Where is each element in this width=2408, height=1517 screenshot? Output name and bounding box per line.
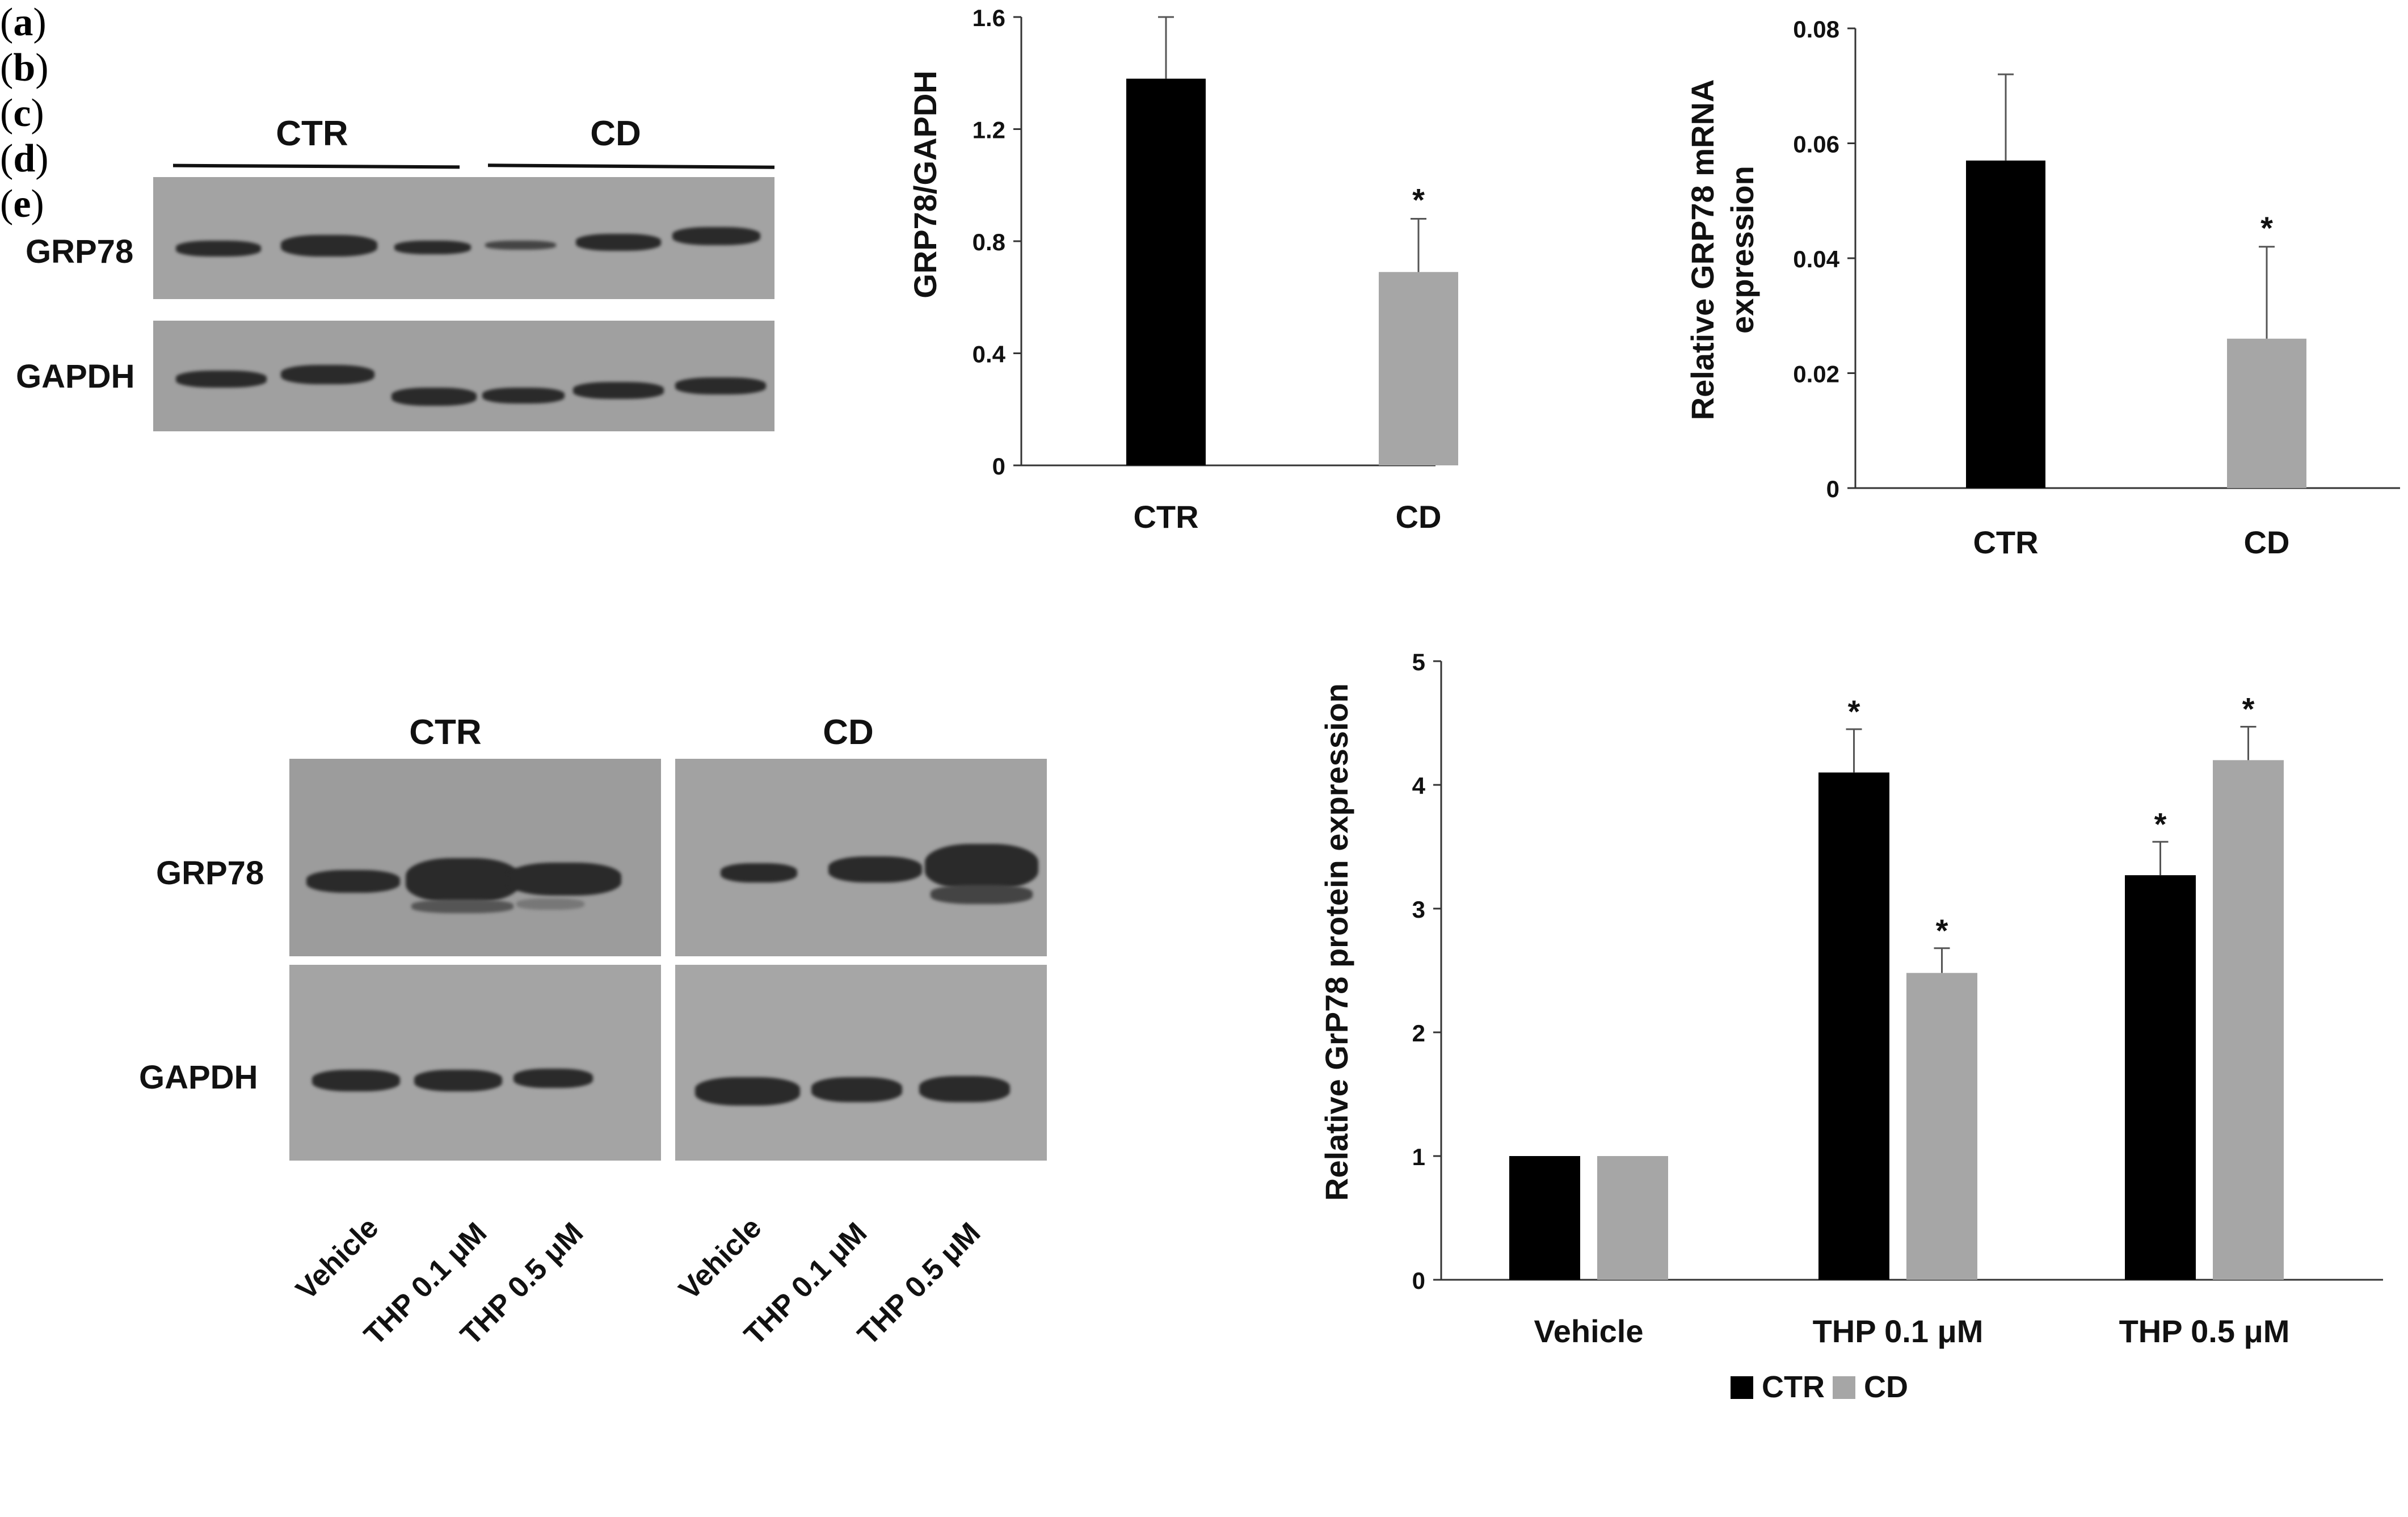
panel-a: CTR CD GRP78 GAPDH (a) [0, 0, 2408, 431]
panel-d-lane-cd-vehicle: Vehicle [672, 1211, 768, 1306]
chart-e-xtick-label: THP 0.1 μM [1813, 1313, 1984, 1349]
chart-b-ytick-label: 0.8 [973, 229, 1005, 255]
panel-d-group-ctr: CTR [409, 713, 482, 752]
chart-c-ytick-label: 0.04 [1793, 246, 1839, 272]
chart-e-ytick-label: 2 [1412, 1020, 1425, 1047]
chart-e-bar-cd [2213, 760, 2284, 1280]
chart-c: Relative GRP78 mRNA expression 0 0.02 0.04… [1685, 16, 2400, 560]
panel-d-row-gapdh: GAPDH [139, 1059, 258, 1096]
chart-c-ytick-label: 0.06 [1793, 131, 1839, 158]
chart-c-significance: * [2260, 210, 2273, 246]
panel-a-blot-gapdh [153, 321, 774, 431]
chart-e-ytick-label: 5 [1412, 649, 1425, 675]
panel-d-blot-cd-grp78 [675, 759, 1047, 956]
chart-b-ytick-label: 1.6 [973, 5, 1005, 31]
chart-c-xtick-label: CTR [1973, 524, 2038, 560]
panel-a-group-ctr: CTR [276, 114, 348, 153]
chart-e-legend-label-cd: CD [1864, 1370, 1908, 1404]
chart-c-ylabel-line2: expression [1724, 166, 1760, 334]
chart-e: Relative GrP78 protein expression 0 1 2 3 4 5… [1319, 649, 2383, 1404]
panel-a-group-cd: CD [590, 114, 641, 153]
chart-e-legend-swatch-cd [1833, 1376, 1855, 1399]
chart-e-bar-cd [1597, 1156, 1668, 1280]
chart-e-bar-cd [1906, 973, 1977, 1280]
chart-c-ytick-label: 0.02 [1793, 361, 1839, 388]
chart-c-bar-ctr [1966, 160, 2045, 488]
chart-e-legend-label-ctr: CTR [1762, 1370, 1825, 1404]
chart-c-bar-cd [2227, 338, 2306, 488]
chart-e-xtick-label: Vehicle [1534, 1313, 1643, 1349]
chart-e-bar-ctr [1818, 772, 1889, 1280]
panel-label-c: (c) [0, 91, 44, 135]
chart-c-xtick-label: CD [2244, 524, 2290, 560]
chart-c-ytick-label: 0.08 [1793, 16, 1839, 43]
chart-b-bar-cd [1379, 272, 1458, 465]
chart-e-ylabel: Relative GrP78 protein expression [1319, 683, 1354, 1201]
chart-e-significance: * [2154, 806, 2167, 842]
panel-d-group-cd: CD [823, 713, 874, 752]
chart-e-ytick-label: 3 [1412, 896, 1425, 923]
panel-label-a: (a) [0, 1, 47, 44]
chart-e-ytick-label: 1 [1412, 1144, 1425, 1170]
panel-d-lane-cd-thp05: THP 0.5 μM [851, 1216, 987, 1352]
panel-label-e: (e) [0, 182, 44, 226]
chart-e-legend-swatch-ctr [1731, 1376, 1753, 1399]
chart-b-xtick-label: CD [1396, 499, 1442, 535]
chart-e-significance: * [1936, 913, 1948, 948]
chart-e-significance: * [1848, 694, 1860, 729]
chart-e-ytick-label: 4 [1412, 772, 1426, 799]
chart-b-significance: * [1412, 182, 1425, 218]
panel-label-b: (b) [0, 46, 49, 90]
chart-b: GRP78/GAPDH 0 0.4 0.8 1.2 1.6 CTR * CD [907, 5, 1458, 535]
chart-c-ylabel-line1: Relative GRP78 mRNA [1685, 79, 1720, 421]
panel-a-blot-grp78 [153, 177, 774, 299]
chart-b-ytick-label: 1.2 [973, 117, 1005, 144]
chart-e-significance: * [2242, 691, 2255, 727]
chart-e-ytick-label: 0 [1412, 1267, 1425, 1294]
chart-b-bar-ctr [1126, 78, 1206, 465]
panel-label-d: (d) [0, 137, 49, 180]
chart-b-xtick-label: CTR [1133, 499, 1198, 535]
panel-d: CTR CD GRP78 GAPDH Vehicle THP 0.1 μM TH… [0, 136, 2408, 1352]
panel-a-row-grp78: GRP78 [26, 233, 134, 270]
panel-d-blot-ctr-grp78 [289, 759, 661, 956]
panel-d-blot-cd-gapdh [675, 965, 1047, 1161]
chart-e-bar-ctr [2125, 875, 2196, 1280]
panel-d-row-grp78: GRP78 [156, 855, 264, 892]
panel-a-row-gapdh: GAPDH [16, 358, 135, 395]
chart-b-ylabel: GRP78/GAPDH [907, 70, 943, 298]
chart-e-bar-ctr [1509, 1156, 1580, 1280]
chart-b-ytick-label: 0 [992, 453, 1005, 480]
panel-d-lane-ctr-vehicle: Vehicle [289, 1211, 385, 1306]
chart-e-xtick-label: THP 0.5 μM [2119, 1313, 2290, 1349]
panel-d-blot-ctr-gapdh [289, 965, 661, 1161]
chart-c-ytick-label: 0 [1826, 476, 1839, 502]
chart-b-ytick-label: 0.4 [973, 341, 1006, 368]
